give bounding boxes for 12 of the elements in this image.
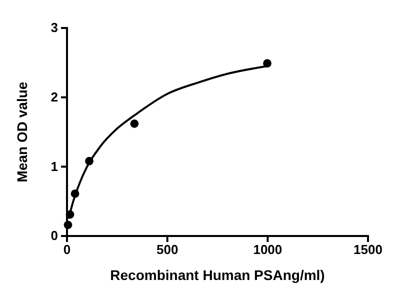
x-tick-label: 1500 (354, 242, 382, 258)
point (130, 120, 139, 128)
y-axis-title: Mean OD value (14, 82, 30, 182)
x-tick-label: 500 (156, 242, 178, 258)
y-tick-label: 0 (50, 228, 58, 244)
y-tick-label: 3 (50, 20, 58, 36)
y-tick-label: 1 (50, 158, 58, 174)
point (64, 220, 72, 230)
y-tick-label: 2 (50, 89, 58, 104)
x-axis-title: Recombinant Human PSAng/ml) (110, 267, 325, 283)
x-tick-label: 1000 (253, 242, 282, 258)
x-tick-label: 0 (63, 242, 71, 258)
